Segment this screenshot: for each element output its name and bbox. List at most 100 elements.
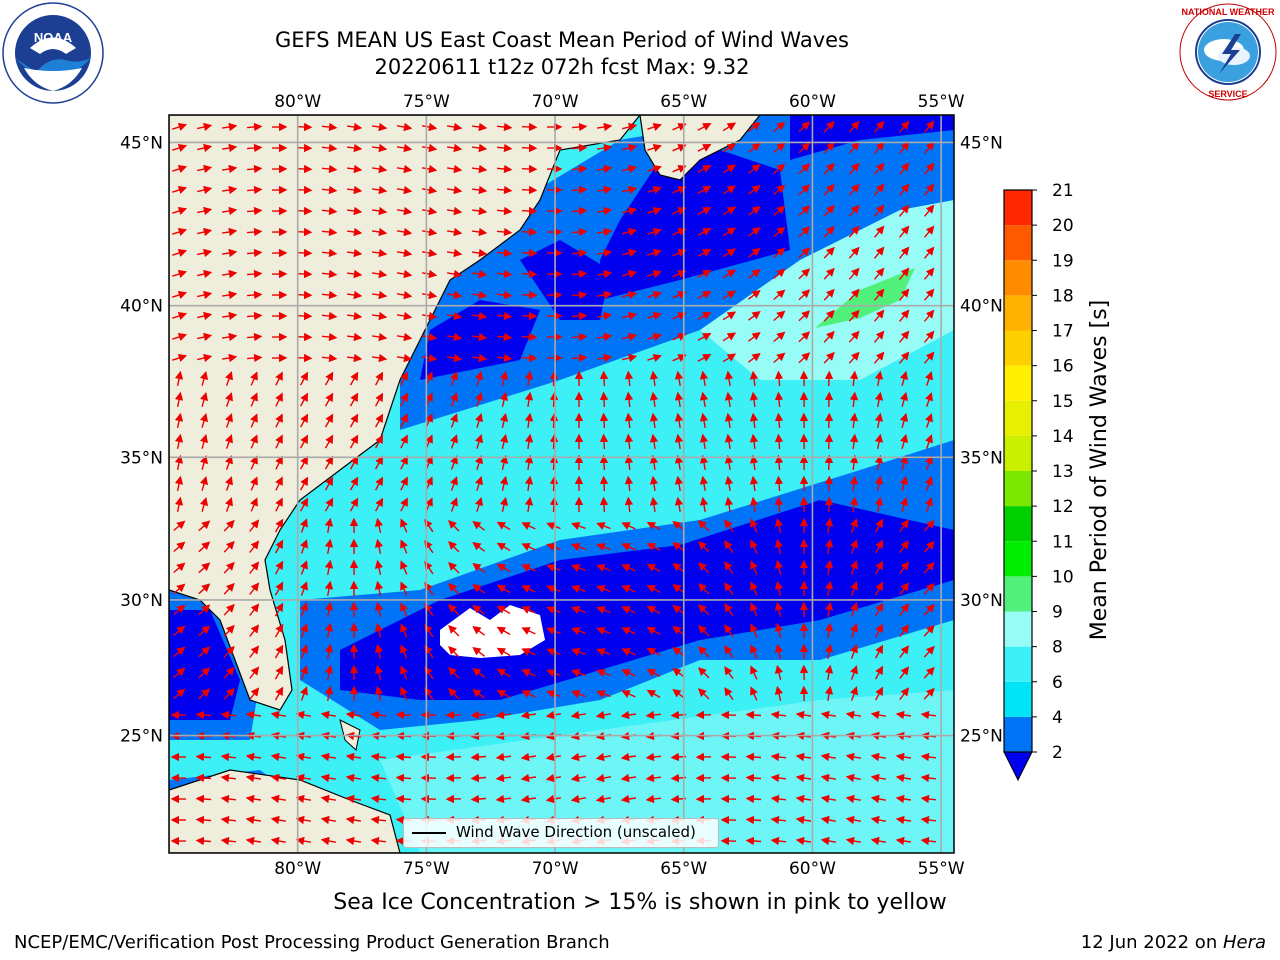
wave-direction-arrow [299, 392, 309, 407]
wave-direction-arrow [374, 559, 384, 575]
wave-direction-arrow [521, 164, 538, 174]
wave-direction-arrow [899, 687, 910, 701]
wave-direction-arrow [496, 185, 513, 195]
wave-direction-arrow [898, 330, 910, 343]
wave-direction-arrow [524, 433, 534, 450]
wave-direction-arrow [496, 626, 511, 636]
wave-direction-arrow [870, 836, 887, 846]
lat-label-left-0: 45°N [120, 133, 163, 153]
wave-direction-arrow [499, 370, 509, 386]
wave-direction-arrow [198, 625, 211, 637]
wave-direction-arrow [571, 648, 586, 656]
wave-direction-arrow [320, 752, 337, 762]
wave-direction-arrow [899, 519, 910, 533]
wave-direction-arrow [421, 353, 438, 363]
wave-direction-arrow [275, 371, 283, 386]
wave-direction-arrow [698, 667, 710, 679]
wave-direction-arrow [697, 144, 712, 152]
wave-direction-arrow [374, 685, 384, 701]
wave-direction-arrow [324, 601, 334, 618]
wave-direction-arrow [621, 585, 636, 593]
wave-direction-arrow [798, 331, 811, 343]
wave-direction-arrow [250, 497, 258, 512]
wave-direction-arrow [898, 204, 910, 217]
wave-direction-arrow [246, 311, 263, 321]
wave-direction-arrow [824, 412, 834, 429]
wave-direction-arrow [499, 475, 509, 491]
wave-direction-arrow [895, 836, 912, 846]
wave-direction-arrow [795, 836, 812, 846]
wave-direction-arrow [647, 333, 662, 341]
wave-direction-arrow [923, 561, 935, 574]
wave-direction-arrow [496, 689, 511, 699]
wave-direction-arrow [699, 391, 709, 408]
wave-direction-arrow [672, 667, 686, 678]
wave-direction-arrow [925, 371, 933, 386]
wave-direction-arrow [898, 162, 910, 175]
wave-direction-arrow [521, 543, 536, 551]
wave-direction-arrow [646, 605, 661, 615]
wave-direction-arrow [300, 602, 308, 617]
wave-direction-arrow [197, 248, 213, 258]
wave-direction-arrow [848, 162, 860, 175]
wave-direction-arrow [823, 267, 835, 280]
wave-direction-arrow [820, 773, 837, 783]
wave-direction-arrow [396, 269, 413, 279]
wave-direction-arrow [225, 371, 233, 386]
wave-direction-arrow [296, 122, 313, 132]
wave-direction-arrow [571, 227, 588, 237]
wave-direction-arrow [496, 206, 513, 216]
colorbar-segment-15 [1004, 190, 1032, 226]
wave-direction-arrow [874, 581, 884, 596]
wave-direction-arrow [724, 582, 734, 596]
wave-direction-arrow [395, 794, 412, 804]
wave-direction-arrow [345, 752, 362, 762]
wave-direction-arrow [370, 815, 387, 825]
wave-direction-arrow [773, 205, 786, 217]
wave-direction-arrow [850, 644, 858, 659]
colorbar-tick-label-8: 13 [1052, 462, 1074, 482]
wave-direction-arrow [895, 815, 912, 825]
wave-direction-arrow [296, 332, 313, 342]
wave-direction-arrow [172, 290, 188, 299]
wave-direction-arrow [223, 603, 235, 616]
wave-direction-arrow [571, 248, 588, 258]
wave-direction-arrow [747, 121, 761, 132]
wave-direction-arrow [195, 773, 212, 783]
wave-direction-arrow [773, 142, 786, 154]
footer-host: Hera [1222, 932, 1266, 953]
wave-direction-arrow [849, 412, 859, 429]
wave-direction-arrow [421, 122, 438, 132]
wave-direction-arrow [850, 665, 858, 680]
wave-direction-arrow [371, 353, 388, 363]
wave-direction-arrow [225, 392, 233, 407]
wave-direction-arrow [724, 496, 734, 513]
wave-direction-arrow [396, 248, 413, 258]
wave-direction-arrow [873, 204, 885, 217]
wave-direction-arrow [647, 144, 662, 152]
wave-direction-arrow [249, 519, 260, 532]
wave-direction-arrow [195, 836, 212, 846]
wave-direction-arrow [546, 606, 561, 614]
wave-direction-arrow [274, 686, 284, 701]
wave-direction-arrow [923, 330, 935, 343]
wave-direction-arrow [197, 206, 213, 216]
wave-direction-arrow [647, 291, 662, 299]
wave-direction-arrow [795, 710, 812, 720]
wave-direction-arrow [245, 710, 262, 720]
wave-direction-arrow [923, 603, 935, 616]
wave-direction-arrow [421, 164, 438, 174]
wave-direction-arrow [446, 311, 463, 321]
lat-label-right-3: 30°N [960, 591, 1003, 611]
wave-direction-arrow [173, 541, 186, 553]
vector-legend: Wind Wave Direction (unscaled) [403, 818, 719, 848]
wave-direction-arrow [450, 413, 458, 428]
wave-direction-arrow [798, 352, 811, 364]
wave-direction-arrow [495, 794, 512, 804]
wave-direction-arrow [300, 581, 308, 596]
wave-direction-arrow [496, 164, 513, 174]
wave-direction-arrow [275, 455, 283, 470]
wave-direction-arrow [347, 206, 363, 216]
colorbar-tick-label-13: 18 [1052, 286, 1074, 306]
wave-direction-arrow [647, 123, 662, 131]
